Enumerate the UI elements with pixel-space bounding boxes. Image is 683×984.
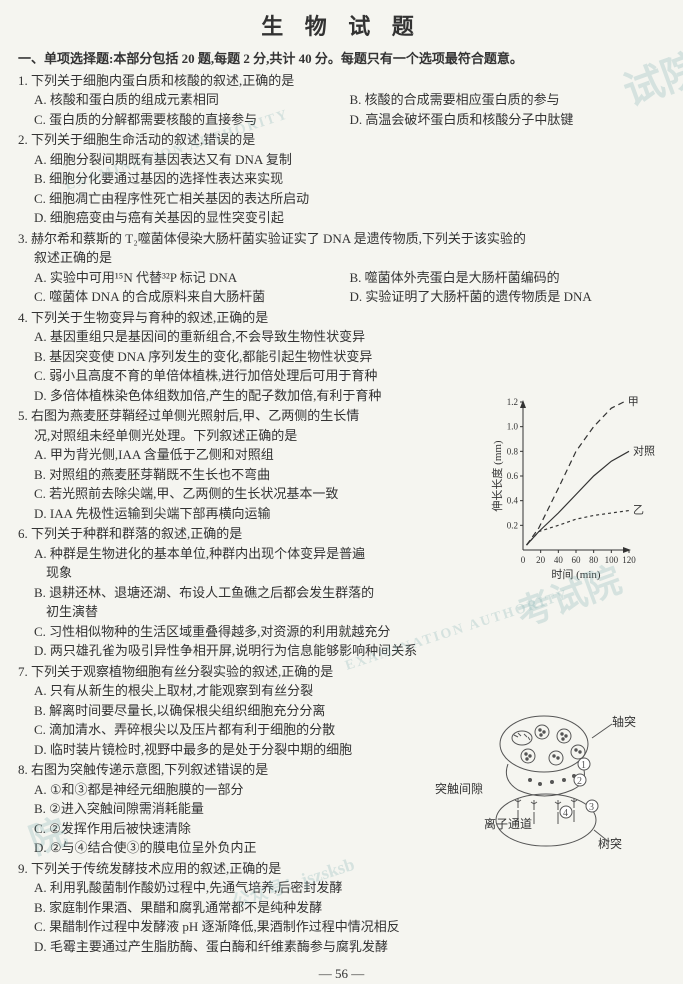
page-number: — 56 — [18, 964, 665, 984]
q1-opt-d: D. 高温会破坏蛋白质和核酸分子中肽键 [350, 110, 666, 130]
q8-opt-b: B. ②进入突触间隙需消耗能量 [18, 799, 473, 819]
svg-text:伸长长度 (mm): 伸长长度 (mm) [490, 440, 504, 512]
q1-opt-c: C. 蛋白质的分解都需要核酸的直接参与 [34, 110, 350, 130]
q6-opt-a2: 现象 [18, 563, 478, 583]
q8-stem: 8. 右图为突触传递示意图,下列叙述错误的是 [18, 760, 473, 780]
svg-text:0: 0 [521, 555, 526, 565]
q3-stem2: 叙述正确的是 [18, 248, 665, 268]
q7-opt-d: D. 临时装片镜检时,视野中最多的是处于分裂中期的细胞 [18, 740, 473, 760]
svg-text:3: 3 [589, 802, 594, 813]
q3-opt-d: D. 实验证明了大肠杆菌的遗传物质是 DNA [350, 287, 666, 307]
svg-text:40: 40 [554, 555, 564, 565]
svg-text:20: 20 [536, 555, 546, 565]
synapse-diagram: 1 2 3 4 轴突 离子通道 树突 [484, 710, 659, 860]
q9-opt-a: A. 利用乳酸菌制作酸奶过程中,先通气培养,后密封发酵 [18, 878, 665, 898]
q1-opt-b: B. 核酸的合成需要相应蛋白质的参与 [350, 90, 666, 110]
q5-opt-b: B. 对照组的燕麦胚芽鞘既不生长也不弯曲 [18, 465, 478, 485]
label-gap-text: 突触间隙 [435, 780, 483, 798]
label-axon: 轴突 [612, 714, 636, 729]
q6-opt-b2: 初生演替 [18, 602, 478, 622]
q5-stem: 5. 右图为燕麦胚芽鞘经过单侧光照射后,甲、乙两侧的生长情 [18, 406, 478, 426]
q2-opt-d: D. 细胞癌变由与癌有关基因的显性突变引起 [18, 208, 665, 228]
q5-stem2: 况,对照组未经单侧光处理。下列叙述正确的是 [18, 426, 478, 446]
q2-opt-c: C. 细胞凋亡由程序性死亡相关基因的表达所启动 [18, 189, 665, 209]
q7-stem: 7. 下列关于观察植物细胞有丝分裂实验的叙述,正确的是 [18, 662, 665, 682]
label-dendrite: 树突 [598, 836, 622, 851]
q5-opt-c: C. 若光照前去除尖端,甲、乙两侧的生长状况基本一致 [18, 484, 478, 504]
q7-opt-a: A. 只有从新生的根尖上取材,才能观察到有丝分裂 [18, 681, 473, 701]
q4-opt-a: A. 基因重组只是基因间的重新组合,不会导致生物性状变异 [18, 327, 665, 347]
svg-text:0.4: 0.4 [507, 496, 519, 506]
svg-text:对照: 对照 [633, 443, 655, 457]
q9-stem: 9. 下列关于传统发酵技术应用的叙述,正确的是 [18, 859, 665, 879]
svg-text:80: 80 [589, 555, 599, 565]
svg-text:100: 100 [605, 555, 619, 565]
svg-text:0.2: 0.2 [507, 520, 518, 530]
question-2: 2. 下列关于细胞生命活动的叙述,错误的是 A. 细胞分裂间期既有基因表达又有 … [18, 130, 665, 228]
question-9: 9. 下列关于传统发酵技术应用的叙述,正确的是 A. 利用乳酸菌制作酸奶过程中,… [18, 859, 665, 957]
q3-opt-c: C. 噬菌体 DNA 的合成原料来自大肠杆菌 [34, 287, 350, 307]
svg-text:乙: 乙 [633, 504, 644, 517]
label-ion: 离子通道 [484, 816, 532, 831]
q6-opt-b: B. 退耕还林、退塘还湖、布设人工鱼礁之后都会发生群落的 [18, 583, 478, 603]
q9-opt-c: C. 果醋制作过程中发酵液 pH 逐渐降低,果酒制作过程中情况相反 [18, 917, 665, 937]
svg-text:0.8: 0.8 [507, 446, 519, 456]
q7-opt-b: B. 解离时间要尽量长,以确保根尖组织细胞充分分离 [18, 701, 473, 721]
svg-text:4: 4 [563, 808, 568, 819]
question-4: 4. 下列关于生物变异与育种的叙述,正确的是 A. 基因重组只是基因间的重新组合… [18, 308, 665, 406]
q8-opt-d: D. ②与④结合使③的膜电位呈外负内正 [18, 838, 473, 858]
q4-stem: 4. 下列关于生物变异与育种的叙述,正确的是 [18, 308, 665, 328]
q6-opt-d: D. 两只雄孔雀为吸引异性争相开屏,说明行为信息能够影响种间关系 [18, 641, 665, 661]
q3-stem: 3. 赫尔希和蔡斯的 T₂噬菌体侵染大肠杆菌实验证实了 DNA 是遗传物质,下列… [18, 229, 665, 249]
q8-opt-c: C. ②发挥作用后被快速清除 [18, 819, 473, 839]
q5-opt-d: D. IAA 先极性运输到尖端下部再横向运输 [18, 504, 478, 524]
q6-opt-a: A. 种群是生物进化的基本单位,种群内出现个体变异是普遍 [18, 544, 478, 564]
q1-opt-a: A. 核酸和蛋白质的组成元素相同 [34, 90, 350, 110]
q4-opt-c: C. 弱小且高度不育的单倍体植株,进行加倍处理后可用于育种 [18, 366, 665, 386]
svg-text:2: 2 [577, 776, 582, 787]
q9-opt-b: B. 家庭制作果酒、果醋和腐乳通常都不是纯种发酵 [18, 898, 665, 918]
q2-stem: 2. 下列关于细胞生命活动的叙述,错误的是 [18, 130, 665, 150]
q3-opt-b: B. 噬菌体外壳蛋白是大肠杆菌编码的 [350, 268, 666, 288]
svg-text:甲: 甲 [628, 396, 639, 408]
q9-opt-d: D. 毛霉主要通过产生脂肪酶、蛋白酶和纤维素酶参与腐乳发酵 [18, 937, 665, 957]
growth-chart: 0.2 0.4 0.6 0.8 1.0 1.2 20 40 60 80 100120 0 甲对照乙 伸长长… [489, 394, 657, 584]
q2-opt-a: A. 细胞分裂间期既有基因表达又有 DNA 复制 [18, 150, 665, 170]
q7-opt-c: C. 滴加清水、弄碎根尖以及压片都有利于细胞的分散 [18, 720, 473, 740]
question-3: 3. 赫尔希和蔡斯的 T₂噬菌体侵染大肠杆菌实验证实了 DNA 是遗传物质,下列… [18, 229, 665, 307]
svg-text:0.6: 0.6 [507, 471, 519, 481]
q4-opt-b: B. 基因突变使 DNA 序列发生的变化,都能引起生物性状变异 [18, 347, 665, 367]
svg-text:1.2: 1.2 [507, 397, 518, 407]
question-1: 1. 下列关于细胞内蛋白质和核酸的叙述,正确的是 A. 核酸和蛋白质的组成元素相… [18, 71, 665, 130]
q1-stem: 1. 下列关于细胞内蛋白质和核酸的叙述,正确的是 [18, 71, 665, 91]
svg-text:1.0: 1.0 [507, 422, 519, 432]
q5-opt-a: A. 甲为背光侧,IAA 含量低于乙侧和对照组 [18, 445, 478, 465]
svg-text:120: 120 [622, 555, 636, 565]
q2-opt-b: B. 细胞分化要通过基因的选择性表达来实现 [18, 169, 665, 189]
svg-text:时间 (min): 时间 (min) [551, 568, 601, 581]
section-header: 一、单项选择题:本部分包括 20 题,每题 2 分,共计 40 分。每题只有一个… [18, 49, 665, 69]
q6-opt-c: C. 习性相似物种的生活区域重叠得越多,对资源的利用就越充分 [18, 622, 665, 642]
q8-opt-a: A. ①和③都是神经元细胞膜的一部分 [18, 780, 473, 800]
svg-text:1: 1 [581, 760, 586, 771]
page-title: 生 物 试 题 [18, 10, 665, 43]
svg-text:60: 60 [572, 555, 582, 565]
q3-opt-a: A. 实验中可用¹⁵N 代替³²P 标记 DNA [34, 268, 350, 288]
